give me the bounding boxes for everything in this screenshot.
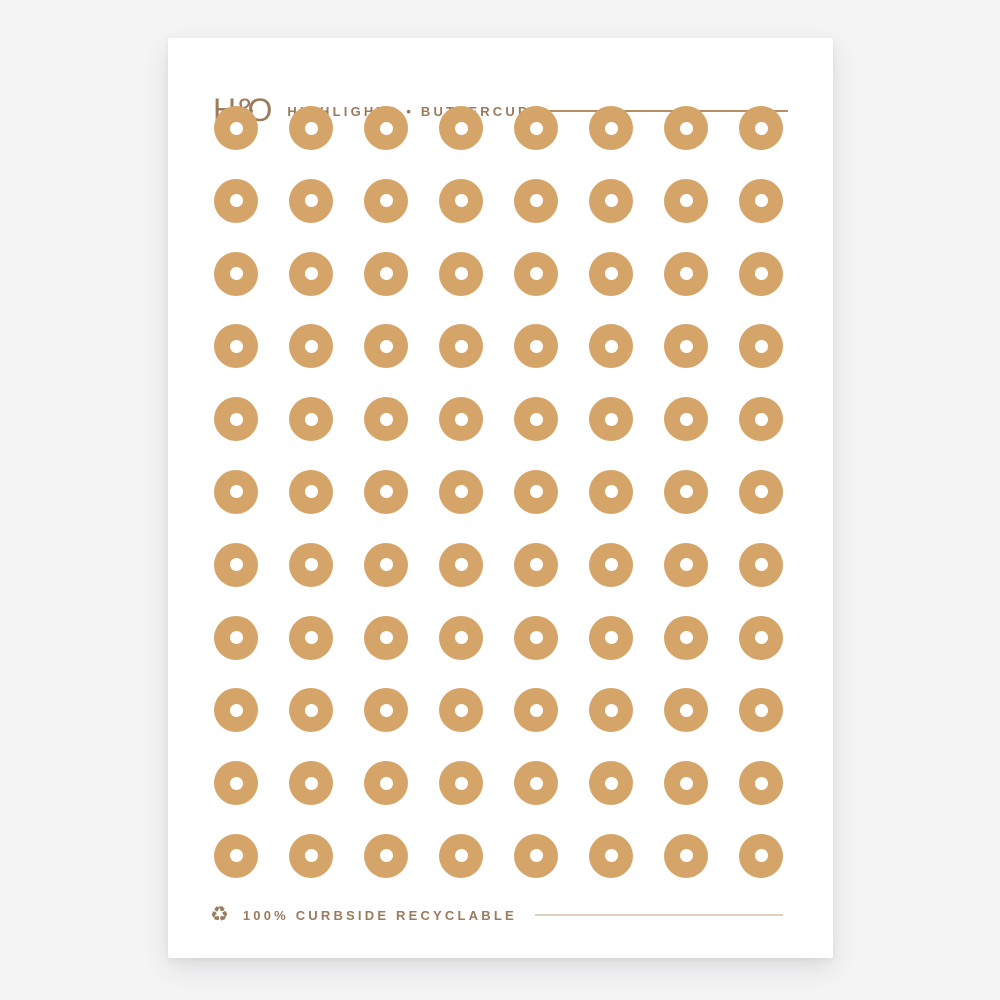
- sticker-dot: [214, 542, 258, 587]
- sticker-dot: [514, 542, 558, 587]
- sticker-dot: [664, 761, 708, 806]
- sticker-dot: [364, 833, 408, 878]
- sticker-dot: [739, 178, 783, 223]
- sticker-dot: [739, 688, 783, 733]
- sticker-dot: [214, 178, 258, 223]
- sticker-dot: [364, 397, 408, 442]
- sticker-dot: [439, 761, 483, 806]
- sticker-dot: [739, 833, 783, 878]
- sticker-dot: [289, 324, 333, 369]
- sticker-dot: [664, 542, 708, 587]
- header-rule: [541, 110, 788, 112]
- sticker-dot: [664, 397, 708, 442]
- sticker-dot: [514, 397, 558, 442]
- sticker-dot: [289, 178, 333, 223]
- sticker-dot: [364, 324, 408, 369]
- sticker-dot: [439, 469, 483, 514]
- sticker-dot: [289, 761, 333, 806]
- sticker-dot: [439, 542, 483, 587]
- sticker-dot: [214, 615, 258, 660]
- sticker-dot: [439, 106, 483, 150]
- sticker-dot: [664, 324, 708, 369]
- sticker-dot: [664, 688, 708, 733]
- sticker-dot: [289, 251, 333, 296]
- sticker-dot: [514, 761, 558, 806]
- sticker-grid: [214, 106, 783, 878]
- sticker-dot: [364, 106, 408, 150]
- sticker-dot: [589, 688, 633, 733]
- sticker-dot: [739, 397, 783, 442]
- sticker-dot: [739, 761, 783, 806]
- sticker-dot: [214, 397, 258, 442]
- sticker-dot: [739, 324, 783, 369]
- sticker-dot: [589, 324, 633, 369]
- sticker-dot: [289, 833, 333, 878]
- sticker-dot: [364, 761, 408, 806]
- sticker-dot: [664, 469, 708, 514]
- sticker-dot: [289, 615, 333, 660]
- sticker-dot: [439, 615, 483, 660]
- sticker-dot: [739, 251, 783, 296]
- sticker-dot: [364, 178, 408, 223]
- sticker-dot: [589, 469, 633, 514]
- sticker-dot: [289, 542, 333, 587]
- sticker-dot: [289, 469, 333, 514]
- sticker-dot: [514, 469, 558, 514]
- sticker-dot: [739, 542, 783, 587]
- recycle-icon: ♻: [210, 902, 229, 926]
- sticker-dot: [439, 251, 483, 296]
- sticker-dot: [214, 324, 258, 369]
- sticker-dot: [589, 542, 633, 587]
- sticker-dot: [589, 615, 633, 660]
- sticker-dot: [514, 251, 558, 296]
- sticker-dot: [439, 324, 483, 369]
- sticker-dot: [739, 106, 783, 150]
- sticker-dot: [364, 688, 408, 733]
- sticker-dot: [439, 397, 483, 442]
- sticker-dot: [589, 178, 633, 223]
- sticker-dot: [664, 251, 708, 296]
- sticker-dot: [514, 324, 558, 369]
- sticker-dot: [289, 397, 333, 442]
- sticker-dot: [514, 178, 558, 223]
- sticker-dot: [664, 106, 708, 150]
- sticker-dot: [589, 397, 633, 442]
- sticker-dot: [514, 615, 558, 660]
- sticker-dot: [514, 688, 558, 733]
- sticker-sheet: H & O HIGHLIGHTS • BUTTERCUP ♻ 100% CURB…: [168, 38, 833, 958]
- footer-text: 100% CURBSIDE RECYCLABLE: [242, 907, 517, 923]
- footer-rule: [534, 914, 783, 916]
- sticker-dot: [589, 761, 633, 806]
- sticker-dot: [214, 469, 258, 514]
- sticker-dot: [664, 833, 708, 878]
- sticker-dot: [589, 833, 633, 878]
- sticker-dot: [364, 469, 408, 514]
- sticker-dot: [439, 833, 483, 878]
- sheet-footer: ♻ 100% CURBSIDE RECYCLABLE: [210, 901, 783, 929]
- sticker-dot: [739, 615, 783, 660]
- sticker-dot: [514, 106, 558, 150]
- sticker-dot: [589, 106, 633, 150]
- sticker-dot: [289, 106, 333, 150]
- sticker-dot: [214, 833, 258, 878]
- sticker-dot: [214, 106, 258, 150]
- sticker-dot: [289, 688, 333, 733]
- sticker-dot: [439, 688, 483, 733]
- sticker-dot: [214, 688, 258, 733]
- sticker-dot: [364, 251, 408, 296]
- sticker-dot: [364, 542, 408, 587]
- sticker-dot: [364, 615, 408, 660]
- sticker-dot: [514, 833, 558, 878]
- sticker-dot: [214, 251, 258, 296]
- sticker-dot: [214, 761, 258, 806]
- sticker-dot: [439, 178, 483, 223]
- sticker-dot: [664, 615, 708, 660]
- sticker-dot: [664, 178, 708, 223]
- sticker-dot: [739, 469, 783, 514]
- sticker-dot: [589, 251, 633, 296]
